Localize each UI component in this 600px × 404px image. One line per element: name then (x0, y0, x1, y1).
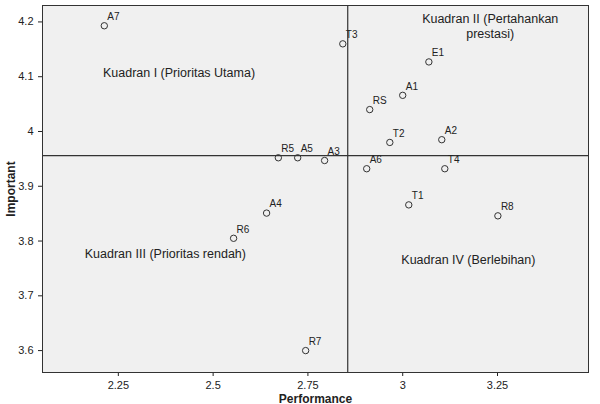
svg-text:2.25: 2.25 (108, 379, 129, 391)
svg-text:Kuadran IV (Berlebihan): Kuadran IV (Berlebihan) (401, 253, 535, 267)
svg-text:R6: R6 (237, 223, 250, 234)
svg-text:T2: T2 (393, 128, 405, 139)
svg-text:Kuadran II (Pertahankanprestas: Kuadran II (Pertahankanprestasi) (422, 12, 558, 42)
svg-text:A1: A1 (406, 81, 419, 92)
svg-text:3.9: 3.9 (18, 180, 33, 192)
svg-text:R5: R5 (281, 143, 294, 154)
svg-text:E1: E1 (432, 47, 445, 58)
svg-text:R8: R8 (501, 201, 514, 212)
svg-text:3.7: 3.7 (18, 289, 33, 301)
svg-text:4.2: 4.2 (18, 15, 33, 27)
svg-text:T4: T4 (448, 154, 460, 165)
svg-text:RS: RS (373, 95, 387, 106)
svg-text:3.6: 3.6 (18, 344, 33, 356)
svg-text:2.5: 2.5 (205, 379, 220, 391)
svg-text:Performance: Performance (279, 392, 353, 404)
svg-text:Kuadran III (Prioritas rendah): Kuadran III (Prioritas rendah) (85, 247, 246, 261)
svg-text:T1: T1 (412, 190, 424, 201)
svg-text:A3: A3 (328, 146, 341, 157)
svg-text:4.1: 4.1 (18, 70, 33, 82)
svg-text:A6: A6 (370, 154, 383, 165)
svg-text:A5: A5 (301, 143, 314, 154)
svg-text:T3: T3 (346, 29, 358, 40)
svg-text:A2: A2 (445, 125, 458, 136)
svg-text:Kuadran I (Prioritas Utama): Kuadran I (Prioritas Utama) (103, 66, 255, 80)
svg-text:4: 4 (27, 125, 33, 137)
svg-text:Important: Important (4, 161, 18, 216)
svg-text:3.8: 3.8 (18, 235, 33, 247)
svg-text:2.75: 2.75 (297, 379, 318, 391)
svg-text:A7: A7 (107, 11, 120, 22)
svg-text:3.25: 3.25 (487, 379, 508, 391)
svg-text:R7: R7 (309, 336, 322, 347)
svg-text:3: 3 (400, 379, 406, 391)
svg-text:A4: A4 (270, 198, 283, 209)
